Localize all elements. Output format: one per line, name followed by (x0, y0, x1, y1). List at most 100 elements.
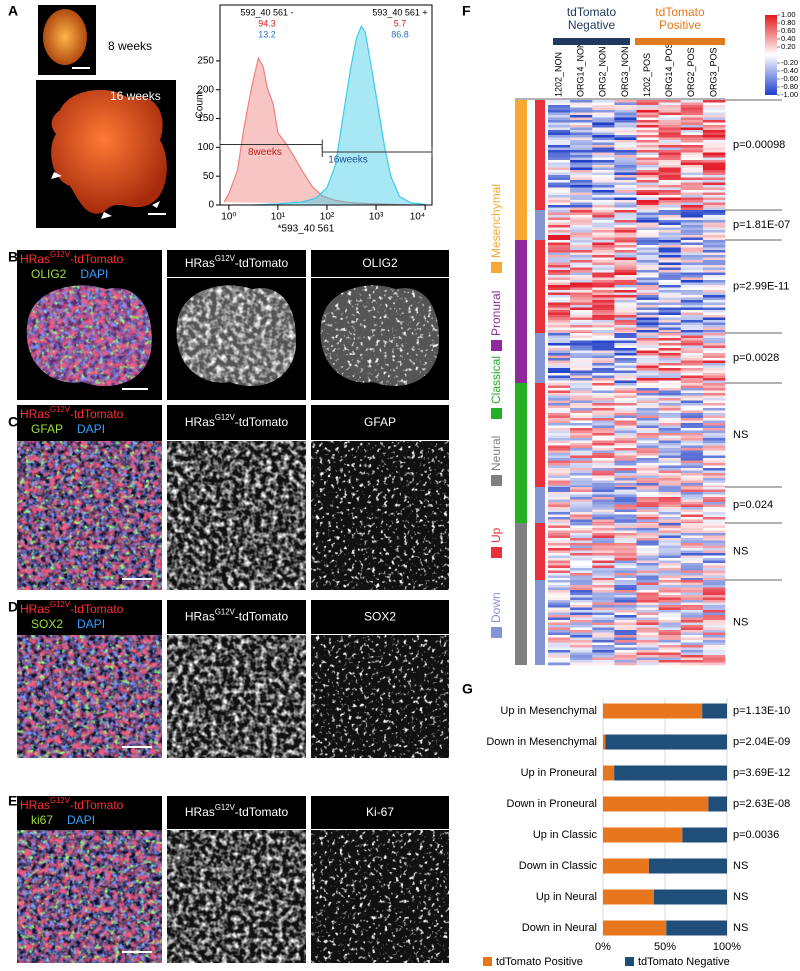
heatmap-cell (680, 358, 704, 361)
heatmap-cell (680, 587, 704, 591)
bar-segment (682, 827, 727, 843)
reporter-label: HRasG12V-tdTomato (20, 796, 124, 812)
colorbar-label: 0.20 (781, 42, 796, 51)
heatmap-cell (614, 277, 637, 281)
heatmap-cell (570, 127, 593, 131)
heatmap-cell (592, 270, 615, 273)
heatmap-cell (592, 250, 615, 253)
stain-label: GFAP (364, 415, 396, 429)
heatmap-cell (658, 325, 682, 328)
reporter-base: HRas (185, 805, 215, 819)
heatmap-cell (614, 167, 637, 171)
heatmap-cell (614, 470, 637, 474)
heatmap-cell (658, 147, 682, 151)
heatmap-cell (658, 333, 682, 336)
p-value: NS (733, 429, 748, 441)
heatmap-cell (548, 145, 571, 148)
heatmap-cell (592, 475, 615, 479)
heatmap-cell (658, 297, 682, 301)
heatmap-cell (636, 385, 659, 389)
heatmap-cell (636, 647, 659, 651)
heatmap-cell (614, 423, 637, 426)
reporter-base: HRas (185, 256, 215, 270)
heatmap-cell (680, 530, 704, 534)
heatmap-cell (658, 132, 682, 136)
heatmap-cell (570, 270, 593, 273)
colorbar-label: 1.00 (781, 10, 796, 19)
heatmap-cell (592, 235, 615, 238)
bar-segment (605, 734, 727, 750)
heatmap-cell (636, 322, 659, 326)
heatmap-cell (592, 333, 615, 336)
heatmap-cell (570, 587, 593, 591)
x-tick-label: 0% (595, 941, 611, 953)
heatmap-cell (570, 237, 593, 241)
heatmap-cell (548, 375, 571, 379)
heatmap-cell (570, 210, 593, 213)
heatmap-cells (548, 100, 726, 666)
heatmap-cell (702, 438, 726, 441)
heatmap-cell (548, 468, 571, 471)
heatmap-cell (658, 595, 682, 598)
heatmap-cell (592, 160, 615, 163)
heatmap-cell (614, 410, 637, 414)
heatmap-cell (702, 145, 726, 148)
legend-swatch (491, 627, 502, 638)
heatmap-cell (548, 348, 571, 351)
heatmap-cell (658, 463, 682, 466)
heatmap-cell (548, 453, 571, 456)
heatmap-cell (614, 595, 637, 598)
heatmap-cell (548, 533, 571, 536)
heatmap-cell (614, 255, 637, 258)
heatmap-cell (592, 255, 615, 258)
heatmap-cell (680, 225, 704, 228)
heatmap-cell (636, 325, 659, 328)
heatmap-cell (592, 115, 615, 118)
heatmap-cell (548, 383, 571, 386)
heatmap-cell (702, 523, 726, 526)
direction-bar (535, 487, 545, 523)
heatmap-cell (680, 145, 704, 148)
heatmap-cell (636, 610, 659, 613)
heatmap-cell (570, 217, 593, 221)
x-tick-label: 10⁰ (221, 212, 236, 223)
heatmap-cell (680, 237, 704, 241)
stain-grain (311, 441, 449, 590)
heatmap-cell (570, 519, 593, 523)
heatmap-cell (548, 514, 571, 518)
heatmap-cell (592, 622, 615, 626)
heatmap-cell (592, 137, 615, 141)
heatmap-cell (680, 110, 704, 113)
heatmap-cell (636, 595, 659, 598)
heatmap-cell (680, 523, 704, 526)
heatmap-cell (636, 287, 659, 291)
heatmap-cell (570, 325, 593, 328)
heatmap-cell (636, 398, 659, 401)
heatmap-cell (702, 217, 726, 221)
heatmap-cell (680, 517, 704, 520)
heatmap-cell (548, 325, 571, 328)
heatmap-cell (614, 612, 637, 616)
heatmap-cell (592, 492, 615, 495)
heatmap-cell (592, 415, 615, 419)
heatmap-cell (658, 453, 682, 456)
heatmap-cell (570, 607, 593, 611)
heatmap-cell (614, 385, 637, 389)
heatmap-cell (680, 240, 704, 243)
heatmap-cell (614, 210, 637, 213)
heatmap-cell (614, 295, 637, 298)
heatmap-cell (658, 497, 682, 500)
heatmap-cell (702, 242, 726, 246)
stain-grain (176, 285, 297, 387)
heatmap-cell (658, 225, 682, 228)
stain-label: DAPI (67, 813, 95, 827)
heatmap-cell (592, 167, 615, 171)
heatmap-cell (636, 519, 659, 523)
heatmap-cell (548, 380, 571, 384)
stain-label: SOX2 (364, 610, 396, 624)
heatmap-cell (680, 307, 704, 311)
heatmap-cell (702, 568, 726, 571)
column-label: ORG14_NON (576, 41, 586, 97)
tissue (311, 441, 449, 590)
heatmap-cell (614, 235, 637, 238)
